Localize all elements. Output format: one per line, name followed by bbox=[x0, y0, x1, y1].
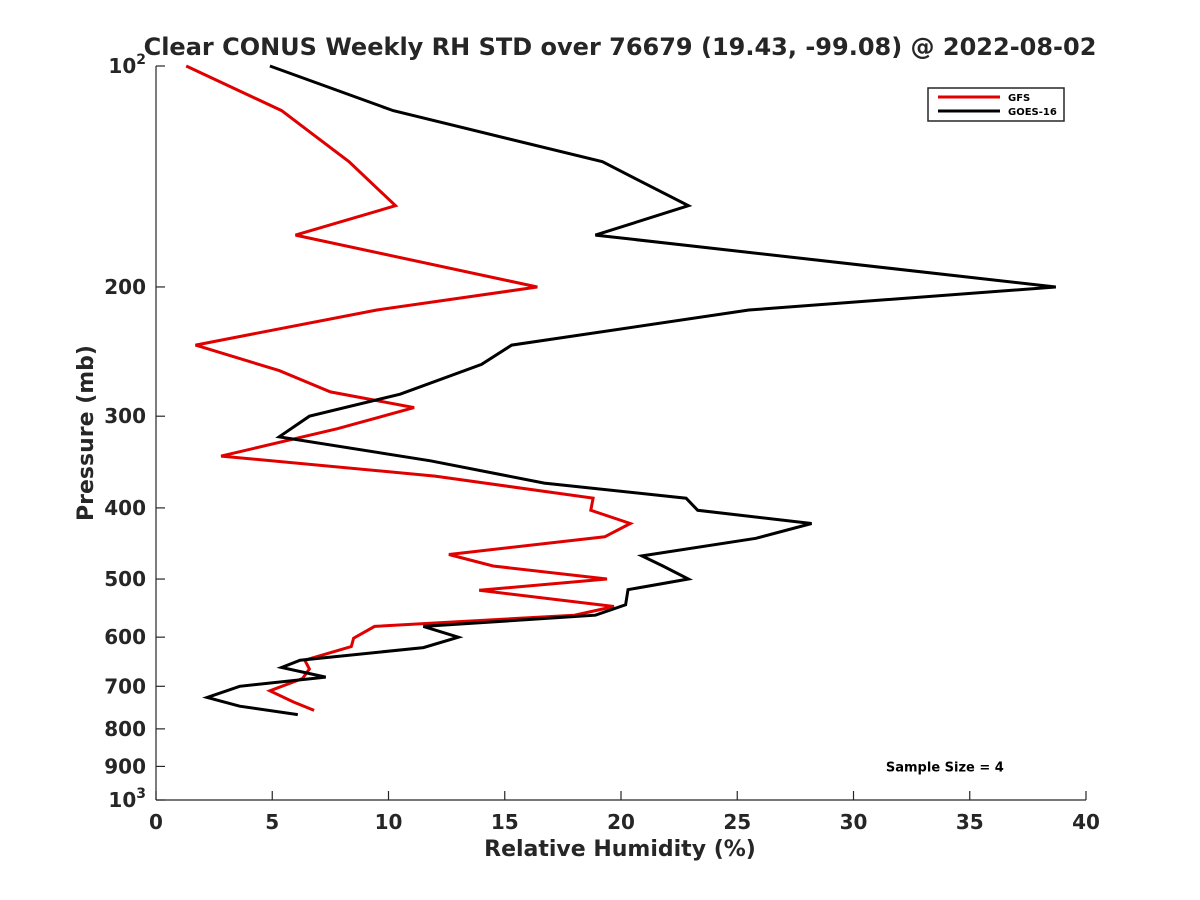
y-tick-label: 300 bbox=[104, 404, 146, 428]
y-tick-label-base: 10 bbox=[108, 54, 136, 78]
y-tick-label-base: 800 bbox=[104, 717, 146, 741]
chart-title: Clear CONUS Weekly RH STD over 76679 (19… bbox=[144, 33, 1097, 61]
y-tick-label-base: 600 bbox=[104, 625, 146, 649]
y-tick-label: 600 bbox=[104, 625, 146, 649]
y-tick-label: 800 bbox=[104, 717, 146, 741]
y-axis-label: Pressure (mb) bbox=[74, 345, 99, 521]
axes bbox=[155, 66, 1086, 801]
y-tick-label-base: 900 bbox=[104, 754, 146, 778]
y-tick-label-base: 10 bbox=[108, 788, 136, 812]
x-tick-label: 15 bbox=[491, 810, 519, 834]
x-tick-label: 30 bbox=[840, 810, 868, 834]
legend-box bbox=[927, 87, 1065, 122]
x-tick-label: 5 bbox=[265, 810, 279, 834]
legend-label: GFS bbox=[1008, 93, 1030, 104]
y-tick-label: 700 bbox=[104, 674, 146, 698]
y-tick-label-base: 500 bbox=[104, 567, 146, 591]
x-tick-label: 35 bbox=[956, 810, 984, 834]
y-tick-label-base: 300 bbox=[104, 404, 146, 428]
y-tick-label-base: 200 bbox=[104, 275, 146, 299]
y-tick-label: 200 bbox=[104, 275, 146, 299]
sample-size-annotation: Sample Size = 4 bbox=[886, 760, 1004, 775]
y-tick-label: 102 bbox=[108, 52, 146, 78]
series-line-goes-16 bbox=[202, 64, 1056, 717]
x-tick-label: 0 bbox=[149, 810, 163, 834]
y-tick-label-exponent: 2 bbox=[136, 52, 146, 68]
series-line-gfs bbox=[185, 64, 635, 712]
annotations: Sample Size = 4 bbox=[886, 760, 1004, 775]
x-tick-label: 20 bbox=[607, 810, 635, 834]
legend-label: GOES-16 bbox=[1008, 107, 1057, 118]
x-tick-label: 40 bbox=[1072, 810, 1100, 834]
plot-area bbox=[185, 64, 1056, 717]
y-tick-label: 103 bbox=[108, 786, 146, 812]
x-axis: 0 5 10 15 20 25 30 35 40 bbox=[149, 791, 1100, 834]
x-tick-label: 25 bbox=[723, 810, 751, 834]
y-tick-label: 400 bbox=[104, 496, 146, 520]
y-tick-label-base: 400 bbox=[104, 496, 146, 520]
y-tick-label: 500 bbox=[104, 567, 146, 591]
y-tick-label: 900 bbox=[104, 754, 146, 778]
y-tick-label-base: 700 bbox=[104, 674, 146, 698]
x-axis-label: Relative Humidity (%) bbox=[484, 837, 756, 862]
legend: GFS GOES-16 bbox=[927, 87, 1065, 122]
x-tick-label: 10 bbox=[375, 810, 403, 834]
y-tick-label-exponent: 3 bbox=[136, 786, 146, 802]
